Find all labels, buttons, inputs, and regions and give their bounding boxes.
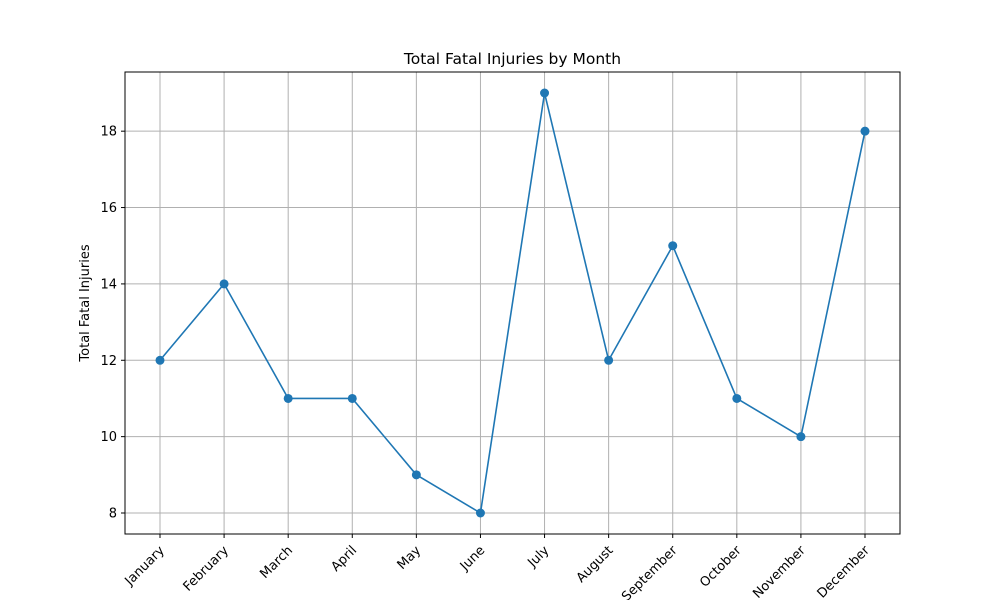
x-tick-label: June (457, 543, 488, 574)
x-tick-label: August (574, 543, 617, 586)
y-axis: 8 10 12 14 16 18 (100, 125, 125, 522)
x-tick-label: February (181, 543, 233, 595)
data-point (155, 355, 165, 365)
y-tick-label: 14 (100, 277, 117, 292)
chart-title: Total Fatal Injuries by Month (403, 50, 621, 68)
x-tick-label: October (697, 543, 745, 591)
series-line (159, 92, 866, 514)
x-tick-label: November (750, 543, 809, 600)
plot-area-frame (124, 71, 901, 535)
data-point (219, 279, 229, 289)
y-tick-label: 18 (100, 125, 117, 140)
data-point (540, 88, 550, 98)
y-tick-label: 12 (100, 354, 117, 369)
x-tick-label: July (525, 543, 553, 571)
data-point (475, 508, 485, 518)
y-axis-title: Total Fatal Injuries (78, 244, 93, 362)
x-tick-label: December (815, 543, 874, 600)
data-point (732, 393, 742, 403)
data-point (796, 432, 806, 442)
x-tick-label: January (122, 543, 168, 589)
data-point (604, 355, 614, 365)
x-tick-label: April (328, 543, 360, 575)
data-point (347, 393, 357, 403)
x-tick-label: March (257, 543, 296, 582)
data-point (411, 470, 421, 480)
data-point (860, 126, 870, 136)
y-tick-label: 10 (100, 430, 117, 445)
data-point (283, 393, 293, 403)
grid-lines (125, 72, 900, 534)
data-point (668, 241, 678, 251)
x-axis: January February March April May June July Augu… (122, 534, 874, 600)
y-tick-label: 8 (109, 507, 117, 522)
x-tick-label: September (619, 543, 681, 600)
series-layer (155, 88, 870, 518)
y-tick-label: 16 (100, 201, 117, 216)
x-tick-label: May (395, 543, 425, 573)
